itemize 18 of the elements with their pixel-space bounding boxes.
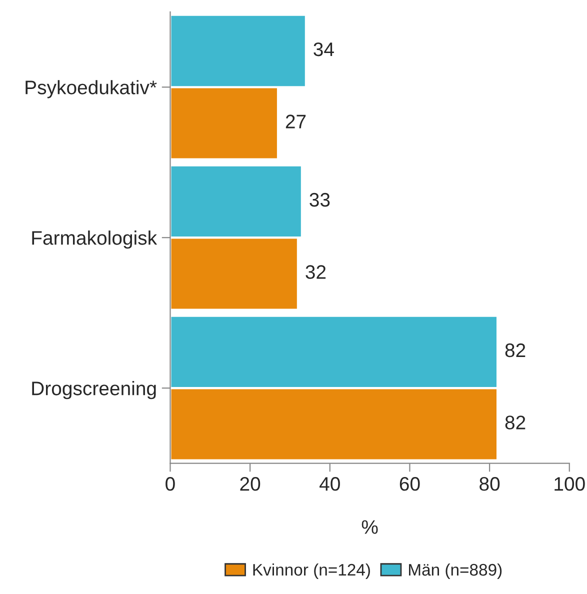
x-axis-title: % — [362, 520, 378, 534]
data-label: 32 — [306, 265, 326, 279]
legend-label: Kvinnor (n=124) — [253, 563, 370, 579]
x-tick-label: 20 — [240, 477, 260, 491]
legend-label: Män (n=889) — [409, 563, 502, 579]
x-tick-label: 40 — [320, 477, 340, 491]
y-tick-label: Psykoedukativ* — [26, 80, 157, 98]
data-label: 33 — [310, 192, 330, 207]
data-label: 34 — [314, 42, 334, 56]
x-tick-label: 0 — [166, 477, 175, 491]
y-tick-label: Drogscreening — [32, 381, 156, 400]
data-label: 82 — [505, 343, 526, 358]
y-tick-label: Farmakologisk — [32, 230, 158, 249]
x-tick-label: 80 — [480, 477, 500, 491]
data-label: 27 — [286, 114, 306, 128]
data-label: 82 — [505, 416, 526, 430]
x-tick-label: 100 — [554, 477, 585, 491]
x-tick-label: 60 — [400, 477, 420, 491]
